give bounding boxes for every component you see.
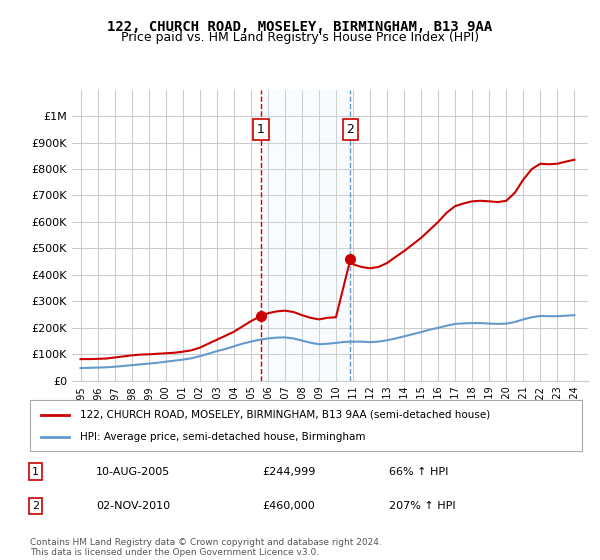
Text: 2: 2: [32, 501, 39, 511]
Text: 2: 2: [346, 123, 355, 136]
Text: £460,000: £460,000: [262, 501, 314, 511]
Text: Contains HM Land Registry data © Crown copyright and database right 2024.
This d: Contains HM Land Registry data © Crown c…: [30, 538, 382, 557]
Text: £244,999: £244,999: [262, 467, 315, 477]
Text: 1: 1: [257, 123, 265, 136]
Text: HPI: Average price, semi-detached house, Birmingham: HPI: Average price, semi-detached house,…: [80, 432, 365, 442]
Text: 122, CHURCH ROAD, MOSELEY, BIRMINGHAM, B13 9AA: 122, CHURCH ROAD, MOSELEY, BIRMINGHAM, B…: [107, 20, 493, 34]
Bar: [261, 90, 350, 381]
Text: 10-AUG-2005: 10-AUG-2005: [96, 467, 170, 477]
Text: 1: 1: [32, 467, 39, 477]
Text: 207% ↑ HPI: 207% ↑ HPI: [389, 501, 455, 511]
Text: Price paid vs. HM Land Registry's House Price Index (HPI): Price paid vs. HM Land Registry's House …: [121, 31, 479, 44]
Text: 02-NOV-2010: 02-NOV-2010: [96, 501, 170, 511]
Text: 122, CHURCH ROAD, MOSELEY, BIRMINGHAM, B13 9AA (semi-detached house): 122, CHURCH ROAD, MOSELEY, BIRMINGHAM, B…: [80, 409, 490, 419]
Text: 66% ↑ HPI: 66% ↑ HPI: [389, 467, 448, 477]
